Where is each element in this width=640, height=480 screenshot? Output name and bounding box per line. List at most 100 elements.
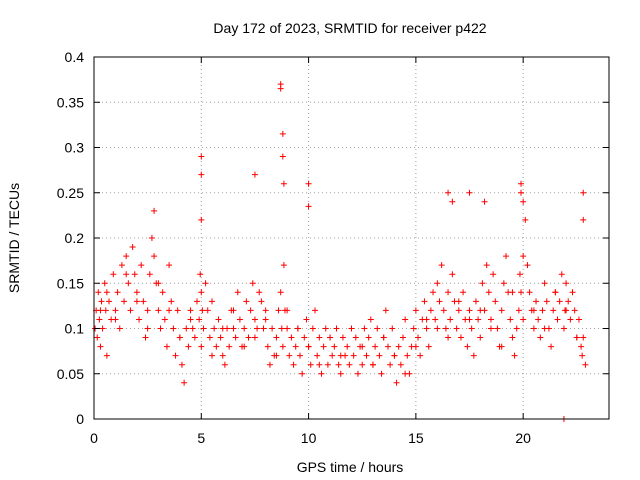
- data-point: [404, 352, 411, 359]
- data-point: [187, 316, 194, 323]
- data-point: [541, 325, 548, 332]
- data-point: [251, 334, 258, 341]
- data-point: [275, 307, 282, 314]
- data-point: [279, 153, 286, 160]
- data-point: [232, 334, 239, 341]
- data-point: [558, 271, 565, 278]
- y-tick-label: 0.05: [57, 366, 84, 382]
- data-point: [144, 307, 151, 314]
- data-point: [103, 352, 110, 359]
- data-point: [159, 289, 166, 296]
- data-point: [118, 262, 125, 269]
- data-point: [575, 316, 582, 323]
- data-point: [417, 352, 424, 359]
- data-point: [144, 325, 151, 332]
- data-point: [481, 198, 488, 205]
- data-point: [279, 130, 286, 137]
- data-point: [174, 307, 181, 314]
- data-point: [279, 343, 286, 350]
- data-point: [445, 289, 452, 296]
- y-tick-label: 0.4: [65, 49, 85, 65]
- y-tick-label: 0.25: [57, 185, 84, 201]
- data-point: [389, 325, 396, 332]
- data-point: [230, 325, 237, 332]
- data-point: [470, 352, 477, 359]
- data-point: [580, 189, 587, 196]
- data-point: [280, 180, 287, 187]
- data-point: [556, 298, 563, 305]
- data-point: [520, 316, 527, 323]
- data-point: [563, 280, 570, 287]
- data-point: [94, 334, 101, 341]
- data-point: [101, 280, 108, 287]
- data-point: [354, 370, 361, 377]
- data-point: [511, 352, 518, 359]
- data-point: [503, 253, 509, 260]
- data-point: [382, 307, 389, 314]
- data-point: [449, 198, 456, 205]
- data-point: [333, 325, 340, 332]
- data-point: [280, 262, 287, 269]
- data-point: [123, 253, 130, 260]
- data-point: [131, 271, 138, 278]
- data-point: [475, 316, 482, 323]
- data-point: [477, 307, 484, 314]
- y-tick-label: 0.15: [57, 275, 84, 291]
- data-point: [369, 361, 376, 368]
- data-point: [151, 207, 158, 214]
- data-point: [305, 180, 312, 187]
- data-point: [309, 325, 316, 332]
- y-tick-label: 0.3: [65, 140, 85, 156]
- data-point: [453, 325, 460, 332]
- data-point: [430, 289, 437, 296]
- data-point: [198, 216, 205, 223]
- data-point: [213, 343, 220, 350]
- data-point: [526, 289, 533, 296]
- data-point: [198, 343, 205, 350]
- data-point: [199, 307, 206, 314]
- data-point: [548, 343, 555, 350]
- data-point: [518, 180, 525, 187]
- data-point: [243, 298, 250, 305]
- data-point: [582, 361, 589, 368]
- data-point: [374, 325, 381, 332]
- data-point: [466, 316, 473, 323]
- data-point: [445, 189, 452, 196]
- data-point: [288, 334, 295, 341]
- data-point: [305, 343, 312, 350]
- data-point: [520, 253, 527, 260]
- data-point: [286, 352, 293, 359]
- data-point: [579, 352, 586, 359]
- data-point: [438, 262, 445, 269]
- data-point: [580, 334, 587, 341]
- y-tick-label: 0.35: [57, 94, 84, 110]
- data-point: [378, 370, 385, 377]
- data-point: [176, 334, 183, 341]
- data-point: [520, 198, 527, 205]
- data-point: [264, 343, 271, 350]
- data-point: [324, 361, 331, 368]
- data-point: [187, 307, 194, 314]
- data-point: [99, 325, 106, 332]
- data-point: [367, 316, 374, 323]
- data-point: [103, 289, 110, 296]
- data-point: [436, 298, 443, 305]
- data-point: [387, 361, 394, 368]
- y-axis-label: SRMTID / TECUs: [6, 183, 22, 293]
- data-point: [148, 235, 155, 241]
- data-point: [172, 352, 179, 359]
- data-point: [395, 343, 402, 350]
- data-point: [415, 334, 422, 341]
- data-point: [98, 298, 105, 305]
- data-point: [277, 85, 284, 92]
- data-point: [301, 334, 308, 341]
- data-point: [327, 334, 334, 341]
- data-point: [110, 271, 117, 278]
- data-point: [260, 325, 267, 332]
- data-point: [567, 316, 574, 323]
- x-tick-label: 20: [515, 430, 531, 446]
- data-point: [209, 298, 216, 305]
- data-point: [346, 361, 353, 368]
- data-point: [127, 307, 134, 314]
- data-point: [331, 343, 338, 350]
